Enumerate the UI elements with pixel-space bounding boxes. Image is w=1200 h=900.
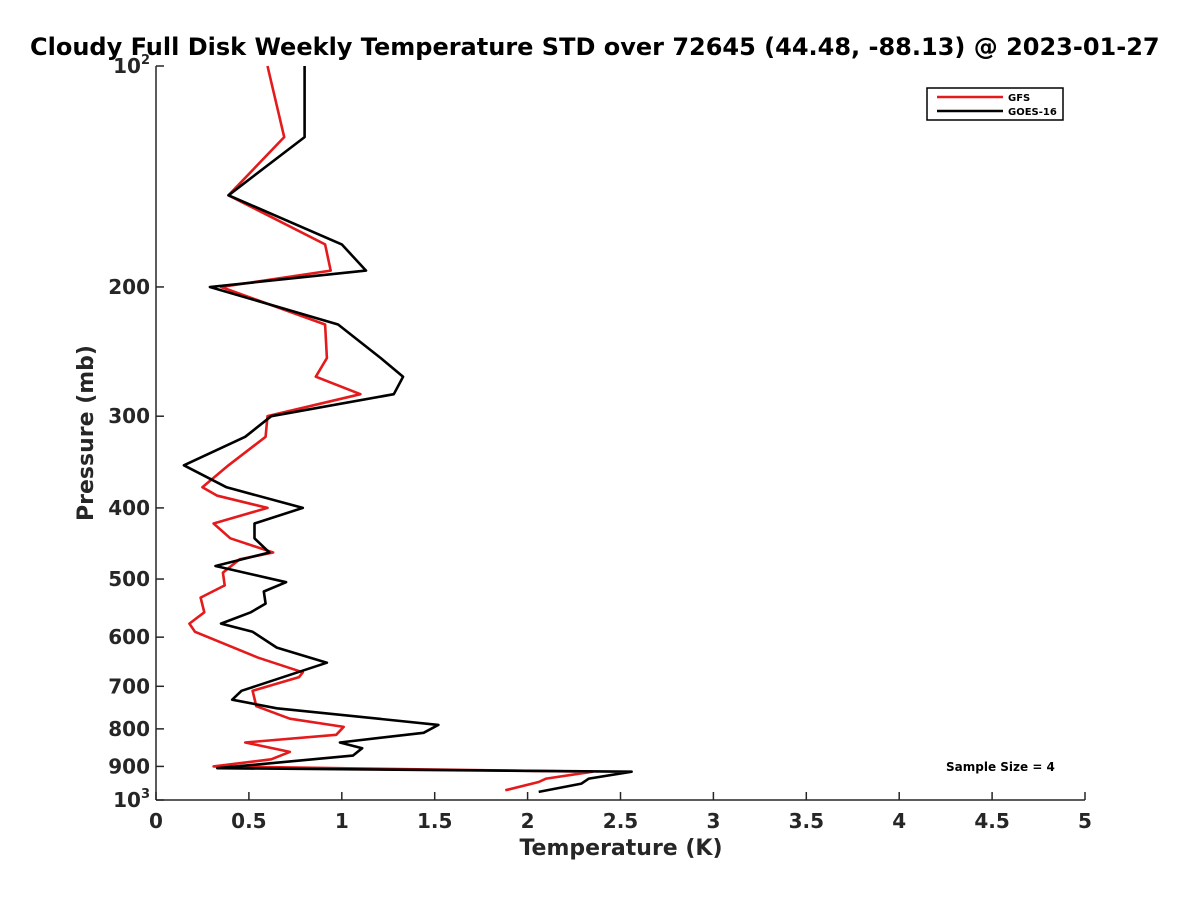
y-axis-label: Pressure (mb) (74, 345, 99, 521)
legend-label-gfs: GFS (1008, 93, 1030, 104)
y-tick-label: 800 (108, 717, 150, 741)
y-tick-label: 200 (108, 275, 150, 299)
y-axis: 102 200 300 400 500 600 700 800 900 103 (108, 53, 164, 812)
legend: GFS GOES-16 (926, 87, 1064, 121)
x-tick-label: 0.5 (231, 809, 266, 833)
x-axis: 0 0.5 1 1.5 2 2.5 3 3.5 4 4.5 5 (149, 792, 1092, 833)
x-tick-label: 2 (521, 809, 535, 833)
x-tick-label: 3 (706, 809, 720, 833)
sample-size-annotation: Sample Size = 4 (946, 760, 1055, 774)
y-tick-label: 102 (113, 53, 150, 78)
series-line-gfs (188, 65, 594, 792)
x-tick-label: 4.5 (974, 809, 1009, 833)
y-tick-label: 900 (108, 754, 150, 778)
legend-label-goes-16: GOES-16 (1008, 107, 1057, 118)
x-tick-label: 1.5 (417, 809, 452, 833)
y-tick-label: 300 (108, 404, 150, 428)
x-axis-label: Temperature (K) (519, 836, 722, 861)
x-tick-label: 1 (335, 809, 349, 833)
y-tick-label: 700 (108, 674, 150, 698)
x-tick-label: 3.5 (789, 809, 824, 833)
x-tick-label: 4 (892, 809, 906, 833)
series-line-goes-16 (182, 66, 633, 794)
y-tick-label: 103 (113, 787, 150, 812)
y-tick-label: 400 (108, 496, 150, 520)
plot-area (182, 65, 633, 794)
y-tick-label: 500 (108, 567, 150, 591)
y-tick-label: 600 (108, 625, 150, 649)
chart-title: Cloudy Full Disk Weekly Temperature STD … (30, 33, 1160, 61)
x-tick-label: 0 (149, 809, 163, 833)
x-tick-label: 5 (1078, 809, 1092, 833)
x-tick-label: 2.5 (603, 809, 638, 833)
legend-box (926, 87, 1064, 121)
